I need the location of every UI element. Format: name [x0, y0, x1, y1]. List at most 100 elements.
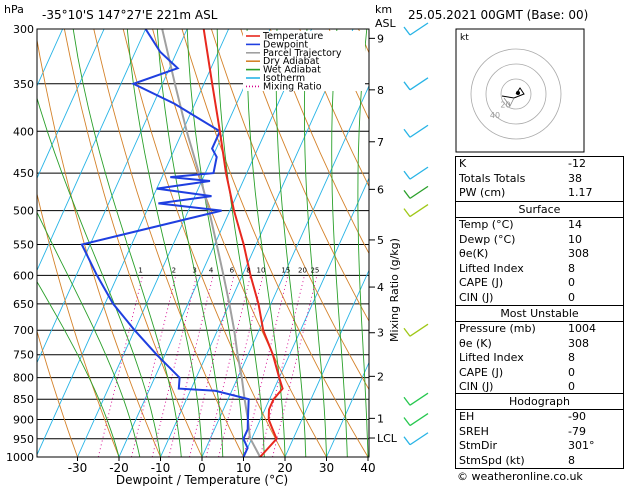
- surface-label: Lifted Index: [459, 261, 524, 275]
- pressure-tick-label: 550: [13, 238, 34, 251]
- index-label: Totals Totals: [459, 171, 526, 185]
- wet-adiabat-line: [331, 29, 348, 457]
- wind-barb-flag: [403, 26, 411, 36]
- surface-label: CAPE (J): [459, 276, 504, 290]
- hodograph-ring: [470, 48, 562, 140]
- pressure-tick-label: 700: [13, 324, 34, 337]
- isotherm-line: [118, 29, 313, 457]
- mu-value: 8: [568, 351, 575, 365]
- km-tick-label: 3: [377, 327, 384, 340]
- hodo-value: -79: [568, 424, 586, 438]
- dry-adiabat-line: [37, 192, 120, 457]
- hodograph-box: [455, 28, 585, 153]
- wind-barb: [409, 413, 429, 427]
- wet-adiabat-line: [275, 29, 307, 457]
- most-unstable-title: Most Unstable: [456, 306, 623, 322]
- mu-value: 1004: [568, 322, 596, 335]
- hodo-value: -90: [568, 410, 586, 423]
- dewpoint-line: [80, 29, 250, 457]
- wet-adiabat-line: [37, 280, 120, 457]
- pressure-tick-label: 800: [13, 372, 34, 385]
- wind-barb: [409, 22, 429, 36]
- station-location: -35°10'S 147°27'E 221m ASL: [42, 8, 218, 22]
- wind-barb: [409, 77, 429, 91]
- hodograph-storm-motion: [503, 97, 515, 107]
- x-tick-label: -30: [68, 461, 88, 475]
- km-tick-label: LCL: [377, 432, 398, 445]
- isotherm-line: [284, 269, 369, 457]
- x-tick-label: -20: [109, 461, 129, 475]
- x-axis-title: Dewpoint / Temperature (°C): [116, 473, 288, 486]
- index-row-tt: Totals Totals 38: [456, 172, 623, 187]
- index-value: 1.17: [568, 186, 593, 200]
- surface-row: Temp (°C) 14: [456, 218, 623, 233]
- dry-adiabat-line: [623, 29, 629, 457]
- pressure-tick-label: 600: [13, 269, 34, 282]
- surface-row: CIN (J) 0: [456, 291, 623, 306]
- hodo-row: StmSpd (kt) 8: [456, 454, 623, 469]
- temperature-line: [202, 29, 284, 457]
- index-label: K: [459, 157, 467, 170]
- isotherm-line: [77, 29, 271, 457]
- km-unit-label: km: [375, 3, 392, 16]
- pressure-tick-label: 400: [13, 125, 34, 138]
- dry-adiabat-line: [152, 29, 327, 457]
- isotherm-line: [326, 361, 369, 457]
- mu-label: CAPE (J): [459, 365, 504, 379]
- mu-value: 0: [568, 365, 575, 379]
- pressure-tick-label: 650: [13, 298, 34, 311]
- wind-barb-flag: [403, 170, 411, 180]
- dry-adiabat-line: [240, 29, 369, 323]
- index-value: -12: [568, 157, 586, 170]
- surface-label: Temp (°C): [459, 218, 514, 231]
- hodo-value: 301°: [568, 439, 595, 453]
- dry-adiabat-line: [63, 29, 203, 457]
- hodograph-ring-label: 40: [490, 111, 500, 120]
- legend-label: Mixing Ratio: [263, 81, 322, 92]
- pressure-tick-label: 950: [13, 433, 34, 446]
- x-tick-label: 10: [236, 461, 251, 475]
- asl-unit-label: ASL: [375, 17, 397, 30]
- mixing-ratio-line: [97, 275, 144, 457]
- index-row-k: K -12: [456, 157, 623, 172]
- mu-row: Pressure (mb) 1004: [456, 322, 623, 337]
- indices-table: K -12 Totals Totals 38 PW (cm) 1.17: [455, 156, 624, 202]
- pressure-tick-label: 1000: [6, 451, 34, 464]
- wind-barb-flag: [403, 417, 411, 426]
- x-tick-label: 40: [360, 461, 375, 475]
- hodograph-table: Hodograph EH -90 SREH -79 StmDir 301° StmSp…: [455, 393, 624, 470]
- isotherm-line: [37, 29, 230, 456]
- mixing-ratio-label: 3: [192, 266, 196, 274]
- dry-adiabat-line: [93, 29, 244, 457]
- surface-value: 308: [568, 247, 589, 261]
- km-tick-label: 8: [377, 84, 384, 97]
- dry-adiabat-line: [37, 37, 161, 457]
- wind-barb: [409, 432, 429, 446]
- hodo-row: EH -90: [456, 410, 623, 425]
- km-tick-label: 5: [377, 234, 384, 247]
- wind-barb-flag: [403, 208, 411, 217]
- hodograph-kt-label: kt: [460, 33, 469, 43]
- forecast-datetime: 25.05.2021 00GMT (Base: 00): [408, 8, 589, 22]
- mixing-ratio-line: [243, 275, 289, 457]
- mixing-ratio-label: 8: [246, 266, 250, 274]
- index-label: PW (cm): [459, 186, 506, 200]
- dry-adiabat-line: [299, 29, 369, 188]
- wind-barb: [409, 392, 429, 406]
- mu-label: θe (K): [459, 336, 492, 350]
- isotherm-line: [201, 84, 369, 457]
- wind-barb-flag: [403, 436, 411, 446]
- km-tick-label: 7: [377, 136, 384, 149]
- km-tick-label: 4: [377, 281, 384, 294]
- mixing-ratio-label: 10: [257, 266, 266, 274]
- wet-adiabat-line: [216, 29, 265, 457]
- hodo-row: StmDir 301°: [456, 439, 623, 454]
- mu-row: CIN (J) 0: [456, 380, 623, 395]
- pressure-unit-label: hPa: [4, 3, 24, 16]
- pressure-tick-label: 750: [13, 349, 34, 362]
- km-tick-label: 2: [377, 370, 384, 383]
- isotherm-line: [37, 29, 105, 180]
- mixing-ratio-label: 20: [298, 266, 307, 274]
- surface-value: 8: [568, 261, 575, 275]
- isotherm-line: [243, 177, 369, 457]
